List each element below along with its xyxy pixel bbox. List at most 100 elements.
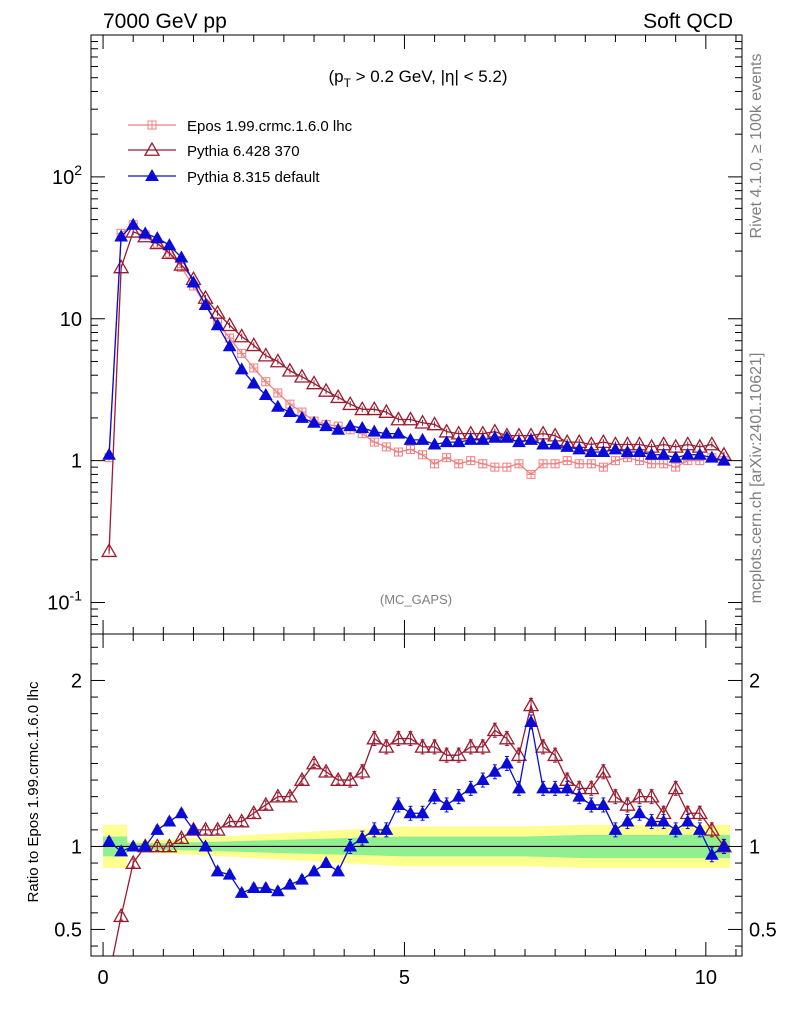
ratio-point-pythia8 [463,781,478,794]
main-ytick-label: 1 [71,451,82,473]
main-point-pythia6 [390,411,407,426]
ratio-point-pythia8 [560,781,575,794]
ratio-point-pythia8 [114,844,129,857]
main-point-pythia8 [451,435,466,448]
ratio-ytick-label-right: 0.5 [749,919,777,941]
main-point-pythia6 [125,223,142,238]
ratio-point-pythia6 [474,738,491,753]
main-point-pythia8 [210,318,225,331]
main-point-epos [562,456,572,466]
ratio-axes: 0 5 10 0.5 0.5 1 1 2 2 [54,634,777,989]
ratio-uncertainty-band [103,824,730,869]
ratio-point-pythia6 [414,738,431,753]
ratio-point-pythia8 [536,781,550,794]
ratio-point-pythia8 [584,797,599,810]
main-point-pythia8 [246,376,261,389]
main-point-pythia8 [162,238,177,251]
ratio-point-pythia8 [704,847,719,860]
legend-label-epos: Epos 1.99.crmc.1.6.0 lhc [187,118,353,135]
ratio-point-pythia8 [692,822,707,835]
main-point-epos [574,459,584,469]
main-point-pythia8 [608,442,623,455]
main-point-epos [635,456,645,466]
main-point-pythia8 [379,426,394,439]
main-point-epos [659,459,669,469]
main-point-pythia8 [307,415,321,428]
main-point-pythia6 [161,244,178,260]
ratio-panel-frame [90,633,743,957]
main-point-epos [502,462,512,472]
main-point-pythia6 [366,401,383,416]
main-point-epos [454,459,464,469]
main-point-pythia8 [668,450,683,463]
ratio-point-pythia6 [209,821,226,836]
main-point-epos [598,462,608,472]
main-point-pythia8 [524,432,538,445]
ratio-point-pythia8 [391,797,406,810]
ratio-point-pythia6 [269,788,286,803]
main-point-pythia6 [317,382,335,397]
main-point-pythia6 [209,304,226,319]
ratio-point-pythia6 [221,813,238,828]
main-point-pythia8 [439,435,454,448]
ratio-point-pythia6 [257,796,274,811]
ratio-point-pythia6 [390,730,407,745]
main-axes: 10-1 1 10 102 [47,35,742,635]
ratio-point-pythia6 [305,755,323,770]
header-right-label: Soft QCD [643,10,733,33]
main-point-pythia8 [475,432,490,445]
ratio-point-pythia8 [524,714,538,727]
main-point-pythia8 [234,362,249,375]
main-point-pythia8 [644,447,659,460]
main-point-pythia6 [330,388,347,404]
main-point-epos [514,459,524,469]
ratio-point-pythia6 [293,771,311,786]
main-point-pythia8 [584,445,599,458]
ratio-point-pythia6 [486,721,503,737]
ratio-point-pythia6 [245,804,262,820]
ratio-point-pythia6 [161,838,178,853]
ratio-point-pythia8 [475,773,490,786]
ratio-point-pythia6 [595,763,612,778]
ratio-point-pythia8 [150,822,165,835]
main-ytick-label: 102 [52,162,82,189]
main-point-epos [550,459,560,469]
ratio-point-pythia6 [534,738,552,753]
main-point-pythia8 [487,430,502,443]
main-point-pythia8 [174,250,189,263]
ratio-point-pythia8 [210,864,225,877]
main-point-pythia8 [512,435,526,448]
side-rivet-label: Rivet 4.1.0, ≥ 100k events [748,54,765,239]
main-point-epos [369,437,379,447]
main-point-pythia6 [305,375,323,390]
ratio-point-pythia6 [510,746,528,762]
main-point-pythia8 [596,445,611,458]
ratio-ytick-label-left: 0.5 [54,919,82,941]
ratio-ytick-label-right: 1 [749,836,760,858]
main-point-pythia8 [186,275,201,288]
ratio-point-pythia8 [222,867,237,880]
ratio-point-pythia6 [149,838,166,853]
main-point-pythia8 [427,437,442,450]
side-mcplots-label: mcplots.cern.ch [arXiv:2401.10621] [748,353,765,604]
main-point-pythia8 [680,447,695,460]
ratio-point-pythia6 [125,854,142,869]
ratio-point-pythia8 [295,872,309,885]
ratio-point-pythia6 [631,788,648,803]
main-point-pythia8 [138,226,153,239]
main-point-pythia8 [355,420,370,433]
ratio-point-pythia6 [402,730,419,745]
main-point-pythia8 [572,442,587,455]
ratio-point-pythia8 [487,764,502,777]
ratio-point-pythia6 [498,730,516,745]
ratio-point-pythia8 [138,839,153,852]
ratio-point-pythia8 [608,822,623,835]
ratio-point-pythia6 [113,907,130,923]
ratio-point-pythia8 [512,781,526,794]
ratio-point-pythia6 [366,730,383,745]
main-point-pythia8 [198,298,213,311]
ratio-point-pythia6 [378,738,395,753]
ratio-point-pythia8 [379,822,394,835]
ratio-point-pythia8 [319,856,333,869]
ratio-point-pythia6 [317,763,335,778]
